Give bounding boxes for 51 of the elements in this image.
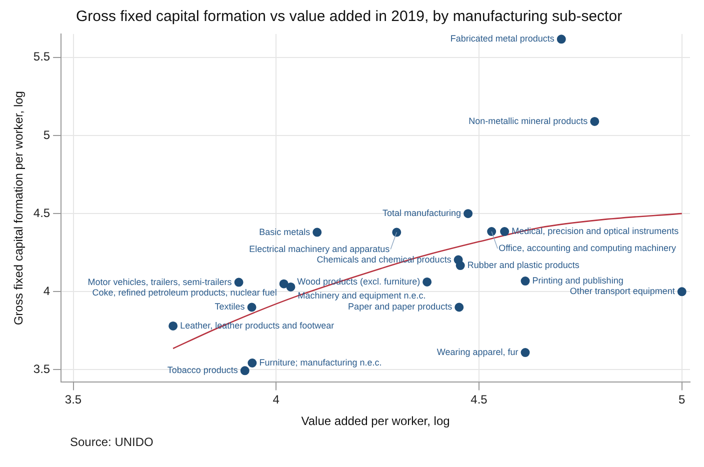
point [422, 277, 432, 286]
point [247, 302, 256, 312]
point [234, 278, 244, 287]
x-tick-label: 5 [678, 392, 686, 407]
annotation: Fabricated metal products [450, 34, 555, 44]
annotation: Rubber and plastic products [467, 260, 580, 270]
x-axis-title: Value added per worker, log [301, 414, 450, 428]
point [556, 34, 566, 44]
point [500, 227, 510, 236]
point [240, 366, 250, 376]
point [454, 302, 464, 312]
chart-title: Gross fixed capital formation vs value added in 2019, by manufacturing sub-sector [76, 8, 622, 26]
point [279, 279, 288, 288]
y-tick-label: 5 [43, 128, 50, 142]
annotation: Office, accounting and computing machinery [498, 243, 677, 254]
y-tick-label: 5.5 [33, 50, 50, 64]
point [312, 228, 322, 237]
point [590, 116, 600, 126]
x-tick-label: 3.5 [64, 392, 82, 407]
y-axis-title: Gross fixed capital formation per worker, log [12, 91, 26, 326]
x-tick-label: 4.5 [470, 392, 488, 407]
annotation: Electrical machinery and apparatus [249, 244, 390, 254]
annotation: Wearing apparel, fur [436, 347, 518, 358]
x-tick-label: 4 [272, 392, 280, 407]
point [456, 261, 465, 270]
annotation: Basic metals [259, 226, 311, 237]
annotation: Other transport equipment [570, 286, 676, 296]
annotation: Non-metallic mineral products [468, 116, 588, 126]
annotation: Furniture; manufacturing n.e.c. [259, 357, 382, 368]
annotation: Total manufacturing [382, 208, 462, 218]
y-tick-label: 3.5 [33, 362, 50, 376]
point [286, 282, 296, 292]
point [677, 287, 686, 296]
point [392, 228, 402, 237]
annotation: Textiles [214, 302, 246, 312]
point [464, 209, 473, 218]
annotation: Machinery and equipment n.e.c. [298, 290, 426, 300]
point [168, 321, 178, 330]
y-tick-label: 4.5 [33, 206, 50, 220]
point [487, 227, 496, 236]
point [520, 276, 530, 286]
point [248, 358, 257, 368]
annotation: Motor vehicles, trailers, semi-trailers [88, 276, 232, 287]
annotation: Coke, refined petroleum products, nuclear fuel [92, 287, 277, 298]
point [520, 348, 530, 358]
annotation: Printing and publishing [532, 276, 624, 286]
y-tick-label: 4 [43, 284, 50, 298]
annotation: Paper and paper products [348, 302, 453, 312]
source-note: Source: UNIDO [69, 435, 154, 449]
annotation: Chemicals and chemical products [316, 254, 452, 264]
annotation: Tobacco products [167, 365, 238, 376]
